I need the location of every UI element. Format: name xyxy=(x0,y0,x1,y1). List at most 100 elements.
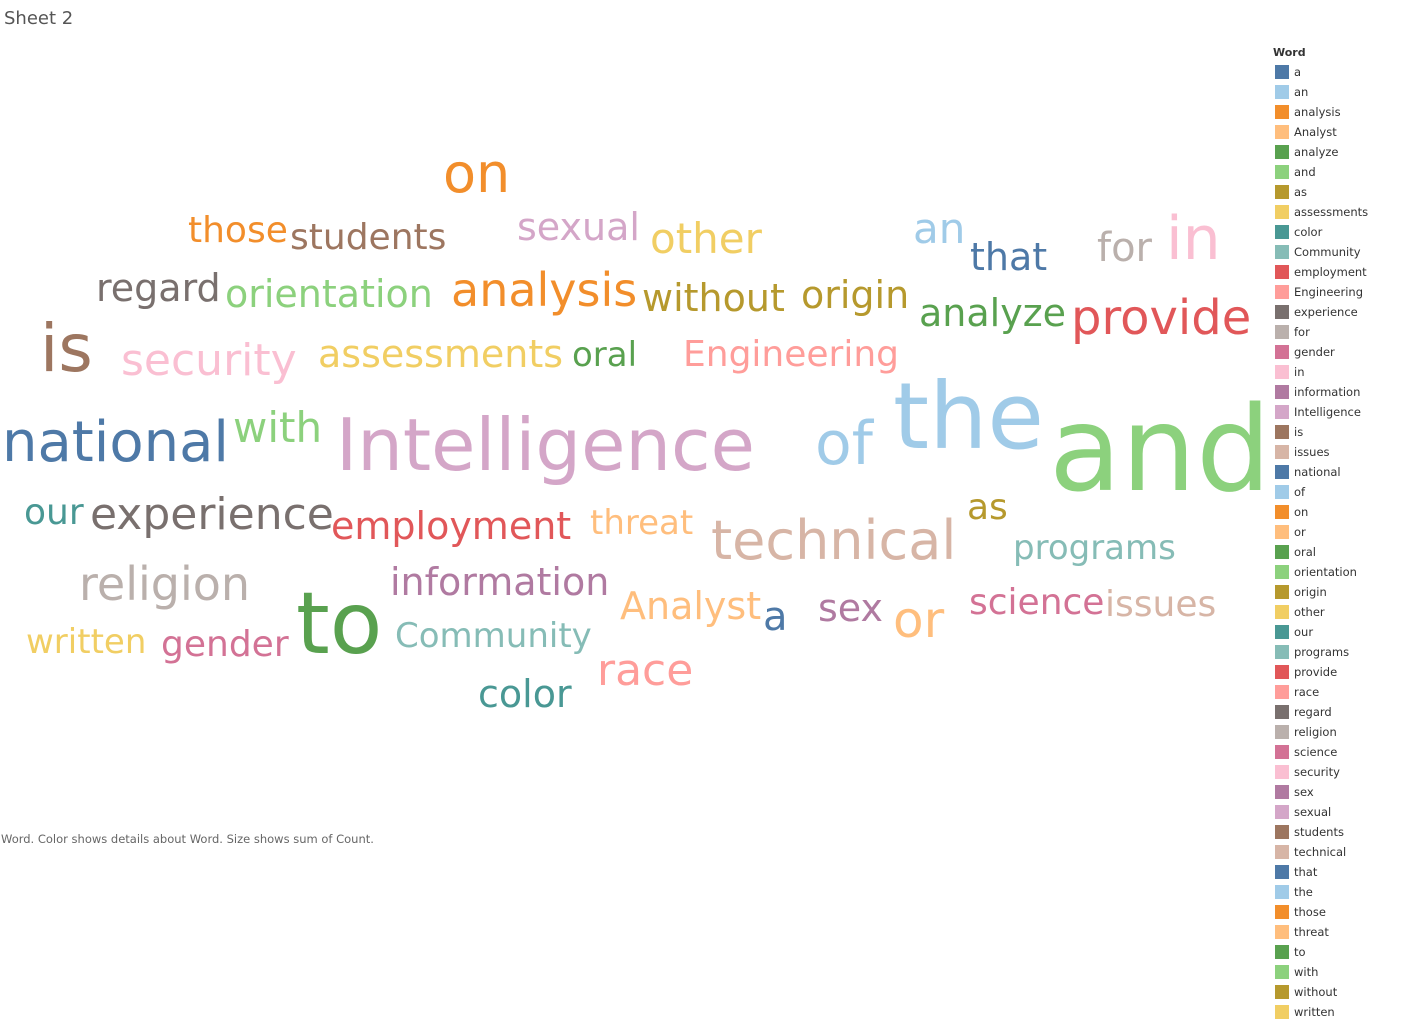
legend-item[interactable]: or xyxy=(1273,522,1409,542)
legend-item[interactable]: issues xyxy=(1273,442,1409,462)
legend-item[interactable]: assessments xyxy=(1273,202,1409,222)
word-cloud-word[interactable]: or xyxy=(893,591,945,649)
legend-item[interactable]: Analyst xyxy=(1273,122,1409,142)
legend-item[interactable]: those xyxy=(1273,902,1409,922)
word-cloud-word[interactable]: that xyxy=(970,235,1048,279)
word-cloud-word[interactable]: and xyxy=(1049,380,1271,518)
legend-item[interactable]: threat xyxy=(1273,922,1409,942)
legend-item[interactable]: Intelligence xyxy=(1273,402,1409,422)
legend-item[interactable]: that xyxy=(1273,862,1409,882)
legend-item[interactable]: orientation xyxy=(1273,562,1409,582)
legend-item[interactable]: to xyxy=(1273,942,1409,962)
legend-item[interactable]: origin xyxy=(1273,582,1409,602)
word-cloud-word[interactable]: other xyxy=(650,214,762,263)
legend-swatch xyxy=(1275,265,1289,279)
word-cloud-word[interactable]: Intelligence xyxy=(336,403,755,487)
word-cloud-word[interactable]: threat xyxy=(590,503,694,543)
legend-item[interactable]: Community xyxy=(1273,242,1409,262)
legend-item[interactable]: sexual xyxy=(1273,802,1409,822)
legend-item[interactable]: with xyxy=(1273,962,1409,982)
legend-item[interactable]: race xyxy=(1273,682,1409,702)
legend-item[interactable]: sex xyxy=(1273,782,1409,802)
legend-item[interactable]: employment xyxy=(1273,262,1409,282)
word-cloud-word[interactable]: as xyxy=(967,487,1008,528)
legend-item[interactable]: analysis xyxy=(1273,102,1409,122)
legend-item[interactable]: and xyxy=(1273,162,1409,182)
word-cloud-word[interactable]: sexual xyxy=(517,205,640,249)
word-cloud-word[interactable]: Engineering xyxy=(683,334,899,375)
word-cloud-word[interactable]: experience xyxy=(90,489,334,540)
word-cloud-word[interactable]: on xyxy=(443,142,511,205)
legend-item[interactable]: analyze xyxy=(1273,142,1409,162)
legend-item[interactable]: for xyxy=(1273,322,1409,342)
word-cloud-word[interactable]: orientation xyxy=(225,272,433,316)
word-cloud-word[interactable]: origin xyxy=(801,273,910,317)
legend-item[interactable]: oral xyxy=(1273,542,1409,562)
word-cloud-word[interactable]: technical xyxy=(711,509,957,572)
word-cloud-word[interactable]: students xyxy=(290,217,447,258)
legend-swatch xyxy=(1275,105,1289,119)
word-cloud-word[interactable]: information xyxy=(390,560,610,604)
word-cloud-word[interactable]: without xyxy=(642,276,785,320)
legend-swatch xyxy=(1275,525,1289,539)
legend-item[interactable]: gender xyxy=(1273,342,1409,362)
legend-item[interactable]: regard xyxy=(1273,702,1409,722)
word-cloud-word[interactable]: oral xyxy=(572,335,638,375)
legend-item[interactable]: national xyxy=(1273,462,1409,482)
word-cloud-word[interactable]: the xyxy=(893,363,1044,470)
legend-item[interactable]: security xyxy=(1273,762,1409,782)
legend-item[interactable]: of xyxy=(1273,482,1409,502)
word-cloud-word[interactable]: is xyxy=(40,310,93,387)
legend-item[interactable]: information xyxy=(1273,382,1409,402)
word-cloud-word[interactable]: issues xyxy=(1105,584,1217,625)
word-cloud-word[interactable]: Community xyxy=(395,616,592,656)
word-cloud-word[interactable]: in xyxy=(1166,204,1221,274)
word-cloud-word[interactable]: gender xyxy=(161,624,289,665)
word-cloud-word[interactable]: national xyxy=(2,410,229,475)
legend-item[interactable]: students xyxy=(1273,822,1409,842)
word-cloud-word[interactable]: religion xyxy=(79,557,251,611)
legend-item[interactable]: our xyxy=(1273,622,1409,642)
legend-item[interactable]: as xyxy=(1273,182,1409,202)
word-cloud-word[interactable]: regard xyxy=(96,266,221,310)
legend-item[interactable]: provide xyxy=(1273,662,1409,682)
legend-item[interactable]: technical xyxy=(1273,842,1409,862)
legend-item[interactable]: written xyxy=(1273,1002,1409,1022)
legend-item[interactable]: is xyxy=(1273,422,1409,442)
legend-item[interactable]: a xyxy=(1273,62,1409,82)
legend-item[interactable]: without xyxy=(1273,982,1409,1002)
word-cloud-word[interactable]: color xyxy=(478,672,572,716)
word-cloud-word[interactable]: programs xyxy=(1013,528,1176,568)
legend-item[interactable]: on xyxy=(1273,502,1409,522)
legend-label: orientation xyxy=(1294,565,1357,579)
word-cloud-word[interactable]: our xyxy=(24,492,84,533)
word-cloud-word[interactable]: to xyxy=(296,574,383,674)
word-cloud-word[interactable]: written xyxy=(26,622,147,662)
legend-item[interactable]: color xyxy=(1273,222,1409,242)
legend-item[interactable]: Engineering xyxy=(1273,282,1409,302)
word-cloud-word[interactable]: analyze xyxy=(919,291,1067,335)
word-cloud-word[interactable]: race xyxy=(597,645,694,696)
word-cloud-word[interactable]: those xyxy=(188,210,288,251)
word-cloud-word[interactable]: for xyxy=(1097,225,1152,271)
word-cloud-word[interactable]: Analyst xyxy=(620,584,762,628)
legend-item[interactable]: the xyxy=(1273,882,1409,902)
word-cloud-word[interactable]: assessments xyxy=(318,332,564,376)
word-cloud-word[interactable]: a xyxy=(763,594,788,640)
word-cloud-word[interactable]: provide xyxy=(1071,290,1252,346)
word-cloud-word[interactable]: analysis xyxy=(451,263,638,317)
legend-item[interactable]: in xyxy=(1273,362,1409,382)
word-cloud-word[interactable]: an xyxy=(913,204,966,253)
word-cloud-word[interactable]: security xyxy=(121,335,297,386)
legend-item[interactable]: programs xyxy=(1273,642,1409,662)
word-cloud-word[interactable]: sex xyxy=(818,586,883,630)
word-cloud-word[interactable]: with xyxy=(233,403,323,452)
word-cloud-word[interactable]: science xyxy=(969,582,1105,623)
legend-item[interactable]: religion xyxy=(1273,722,1409,742)
legend-item[interactable]: experience xyxy=(1273,302,1409,322)
word-cloud-word[interactable]: of xyxy=(815,409,873,479)
legend-item[interactable]: other xyxy=(1273,602,1409,622)
word-cloud-word[interactable]: employment xyxy=(331,504,572,548)
legend-item[interactable]: science xyxy=(1273,742,1409,762)
legend-item[interactable]: an xyxy=(1273,82,1409,102)
